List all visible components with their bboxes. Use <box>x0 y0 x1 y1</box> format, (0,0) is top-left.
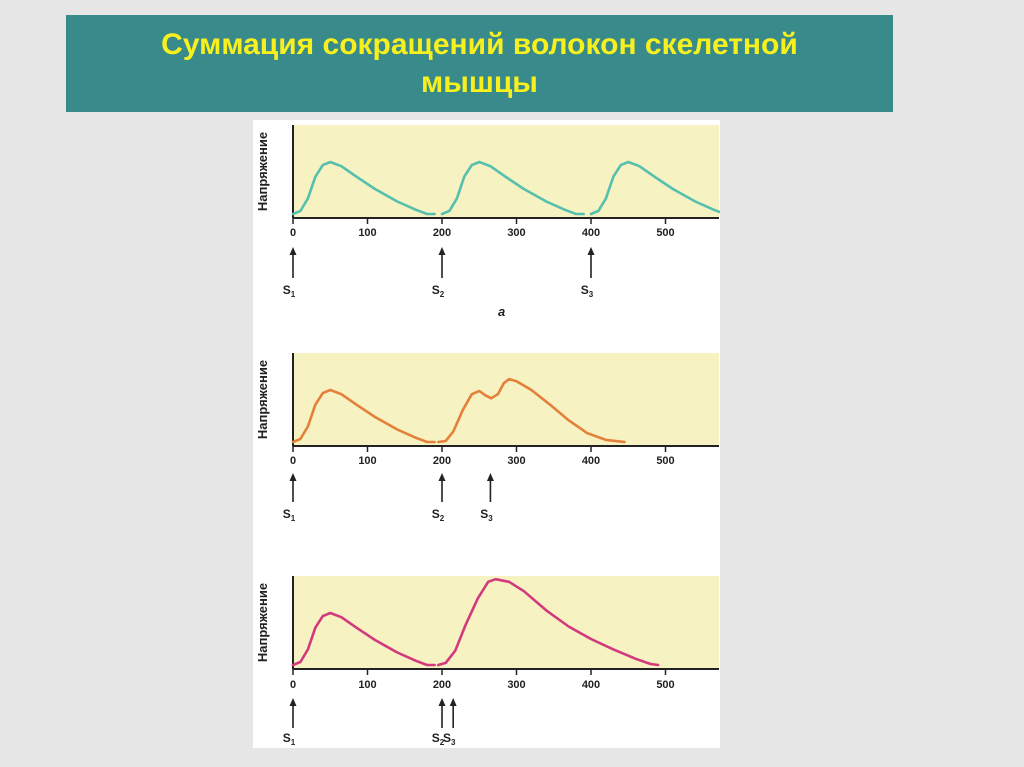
x-tick-label: 300 <box>507 679 525 691</box>
arrow-head <box>449 698 457 706</box>
stimulus-arrow-S1: S1 <box>283 247 297 299</box>
arrow-head <box>438 698 446 706</box>
x-tick-label: 0 <box>290 227 296 239</box>
stimulus-arrow-S1: S1 <box>283 473 297 523</box>
stimulus-arrow-S2: S2 <box>432 473 446 523</box>
x-tick-label: 100 <box>358 227 376 239</box>
x-tick-label: 200 <box>433 455 451 467</box>
title-banner: Суммация сокращений волокон скелетной мы… <box>66 15 893 112</box>
stimulus-arrow-S2: S2 <box>432 698 446 747</box>
chart-panel-3: Напряжение 0 100 200 300 400 500 S2 S1 S3 <box>255 576 719 747</box>
twitch-curve-2 <box>437 377 626 444</box>
title-line-2: мышцы <box>421 65 538 99</box>
stimulus-label: S1 <box>283 507 296 523</box>
x-tick-label: 500 <box>656 679 674 691</box>
panel-label: а <box>498 304 505 319</box>
stimulus-arrow-S3: S3 <box>480 473 494 523</box>
arrow-head <box>289 698 297 706</box>
plot-area <box>293 576 719 669</box>
stimulus-label: S2 <box>432 731 445 747</box>
arrow-head <box>486 473 494 481</box>
x-tick-label: 200 <box>433 679 451 691</box>
stimulus-label: S1 <box>283 731 296 747</box>
x-tick-label: 200 <box>433 227 451 239</box>
x-tick-label: 400 <box>582 455 600 467</box>
stimulus-label: S3 <box>581 283 594 299</box>
x-tick-label: 500 <box>656 455 674 467</box>
figure-panel: Напряжение 0 100 200 300 400 500 S1 S2 S3 а Напряже… <box>253 120 720 748</box>
arrow-head <box>438 247 446 255</box>
stimulus-arrow-S2: S2 <box>432 247 446 299</box>
stimulus-label: S3 <box>443 731 456 747</box>
plot-area <box>293 125 719 218</box>
twitch-curve-1 <box>291 388 436 444</box>
x-tick-label: 100 <box>358 679 376 691</box>
stimulus-label: S3 <box>480 507 493 523</box>
twitch-curve-2 <box>437 577 660 667</box>
x-tick-label: 0 <box>290 679 296 691</box>
stimulus-arrow-S3: S3 <box>443 698 457 747</box>
arrow-head <box>587 247 595 255</box>
x-tick-label: 500 <box>656 227 674 239</box>
arrow-head <box>438 473 446 481</box>
twitch-curve-1 <box>291 160 436 216</box>
twitch-curve-3 <box>589 160 720 216</box>
chart-panel-1: Напряжение 0 100 200 300 400 500 S1 S2 S3 а <box>255 125 720 319</box>
x-tick-label: 400 <box>582 679 600 691</box>
title-line-1: Суммация сокращений волокон скелетной <box>161 27 798 61</box>
y-axis-label: Напряжение <box>255 132 270 211</box>
x-tick-label: 0 <box>290 455 296 467</box>
chart-panel-2: Напряжение 0 100 200 300 400 500 S1 S2 S3 <box>255 353 719 523</box>
x-tick-label: 300 <box>507 227 525 239</box>
twitch-curve-1 <box>291 611 436 667</box>
stimulus-arrow-S3: S3 <box>581 247 595 299</box>
y-axis-label: Напряжение <box>255 360 270 439</box>
arrow-head <box>289 247 297 255</box>
stimulus-arrow-S1: S1 <box>283 698 297 747</box>
arrow-head <box>289 473 297 481</box>
x-tick-label: 400 <box>582 227 600 239</box>
twitch-curve-2 <box>440 160 585 216</box>
y-axis-label: Напряжение <box>255 583 270 662</box>
x-tick-label: 300 <box>507 455 525 467</box>
stimulus-label: S2 <box>432 507 445 523</box>
plot-area <box>293 353 719 446</box>
stimulus-label: S2 <box>432 283 445 299</box>
stimulus-label: S1 <box>283 283 296 299</box>
x-tick-label: 100 <box>358 455 376 467</box>
